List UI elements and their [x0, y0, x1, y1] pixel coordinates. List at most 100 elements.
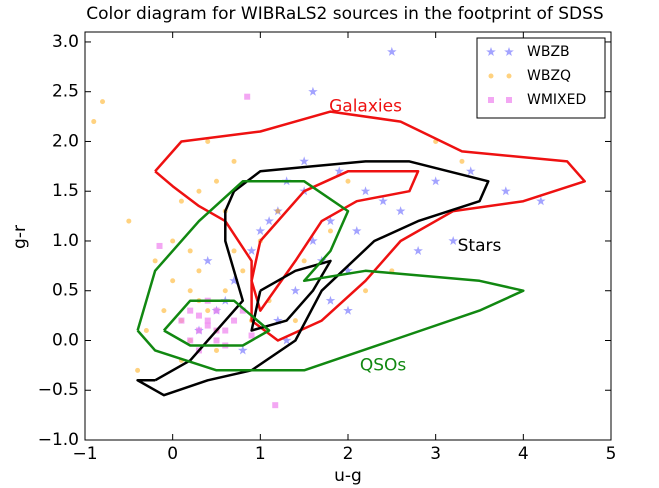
star-point — [325, 216, 336, 226]
square-point — [195, 312, 202, 319]
y-axis-label: g-r — [10, 225, 30, 249]
star-point — [501, 186, 511, 196]
circle-point — [100, 99, 106, 105]
square-point — [222, 327, 229, 334]
star-point — [413, 245, 423, 255]
legend-label: WBZB — [527, 44, 570, 60]
square-point — [204, 322, 211, 329]
circle-point — [187, 288, 193, 294]
square-point — [488, 97, 494, 103]
circle-point — [327, 228, 333, 234]
star-point — [448, 236, 458, 245]
circle-point — [214, 178, 219, 184]
square-point — [213, 337, 220, 344]
star-point — [430, 176, 441, 186]
legend-label: WBZQ — [527, 68, 571, 84]
circle-point — [196, 268, 202, 274]
annotation: Galaxies — [329, 97, 402, 117]
y-tick-label: 1.0 — [52, 231, 79, 251]
star-point — [273, 315, 283, 325]
circle-point — [205, 138, 211, 144]
circle-point — [240, 268, 246, 274]
y-tick-label: 2.0 — [52, 131, 79, 151]
circle-point — [91, 119, 97, 125]
star-point — [203, 255, 213, 265]
circle-point — [178, 198, 184, 204]
circle-point — [135, 367, 141, 373]
circle-point — [196, 188, 202, 194]
circle-point — [143, 328, 149, 334]
star-point — [308, 236, 318, 245]
y-tick-label: 1.5 — [52, 181, 79, 201]
square-point — [272, 402, 279, 409]
star-point — [466, 166, 476, 176]
circle-point — [459, 158, 465, 164]
x-axis-label: u-g — [334, 466, 362, 486]
star-point — [486, 47, 496, 56]
circle-point — [170, 238, 176, 244]
plot-area — [91, 46, 586, 409]
square-point — [156, 242, 163, 249]
star-point — [536, 196, 546, 206]
circle-point — [170, 278, 176, 284]
square-point — [239, 307, 246, 314]
circle-point — [363, 288, 369, 294]
contour — [136, 160, 490, 397]
square-point — [248, 332, 255, 339]
star-point — [334, 166, 344, 176]
star-point — [246, 245, 257, 255]
legend-box — [476, 37, 606, 119]
star-point — [264, 216, 274, 226]
star-point — [290, 285, 301, 295]
star-point — [343, 265, 353, 275]
circle-point — [506, 73, 512, 79]
circle-point — [152, 258, 158, 264]
x-tick-label: 3 — [430, 444, 441, 464]
x-tick-label: 2 — [343, 444, 354, 464]
y-tick-label: −1.0 — [38, 430, 79, 450]
circle-point — [488, 73, 494, 79]
square-point — [204, 317, 211, 324]
star-point — [387, 46, 397, 56]
annotation: Stars — [458, 236, 502, 256]
star-point — [281, 335, 292, 345]
star-point — [238, 345, 248, 355]
contour — [250, 259, 332, 332]
square-point — [244, 93, 251, 100]
x-tick-label: 1 — [255, 444, 266, 464]
star-point — [504, 47, 514, 56]
star-point — [343, 305, 353, 315]
circle-point — [187, 248, 193, 254]
chart-title: Color diagram for WIBRaLS2 sources in th… — [86, 4, 603, 24]
y-tick-label: 2.5 — [52, 82, 79, 102]
square-point — [187, 307, 194, 314]
circle-point — [345, 178, 351, 184]
circle-point — [161, 308, 167, 314]
square-point — [231, 317, 238, 324]
contour — [162, 299, 271, 347]
star-point — [255, 226, 266, 236]
legend-label: WMIXED — [527, 92, 586, 108]
square-point — [506, 97, 512, 103]
square-point — [213, 307, 220, 314]
star-point — [229, 275, 239, 285]
circle-point — [126, 218, 132, 224]
contour — [136, 180, 525, 372]
x-tick-label: −1 — [72, 444, 97, 464]
y-tick-label: 3.0 — [52, 32, 79, 52]
star-point — [395, 206, 406, 216]
annotation: QSOs — [360, 355, 407, 375]
legend: WBZB WBZQ WMIXED — [476, 37, 606, 119]
circle-point — [231, 248, 237, 254]
star-point — [378, 196, 388, 206]
star-point — [325, 295, 336, 305]
square-point — [195, 327, 202, 334]
contour — [154, 110, 586, 342]
square-point — [187, 337, 194, 344]
square-point — [178, 317, 185, 324]
y-tick-label: 0.0 — [52, 330, 79, 350]
x-tick-label: 0 — [167, 444, 178, 464]
circle-point — [231, 158, 237, 164]
